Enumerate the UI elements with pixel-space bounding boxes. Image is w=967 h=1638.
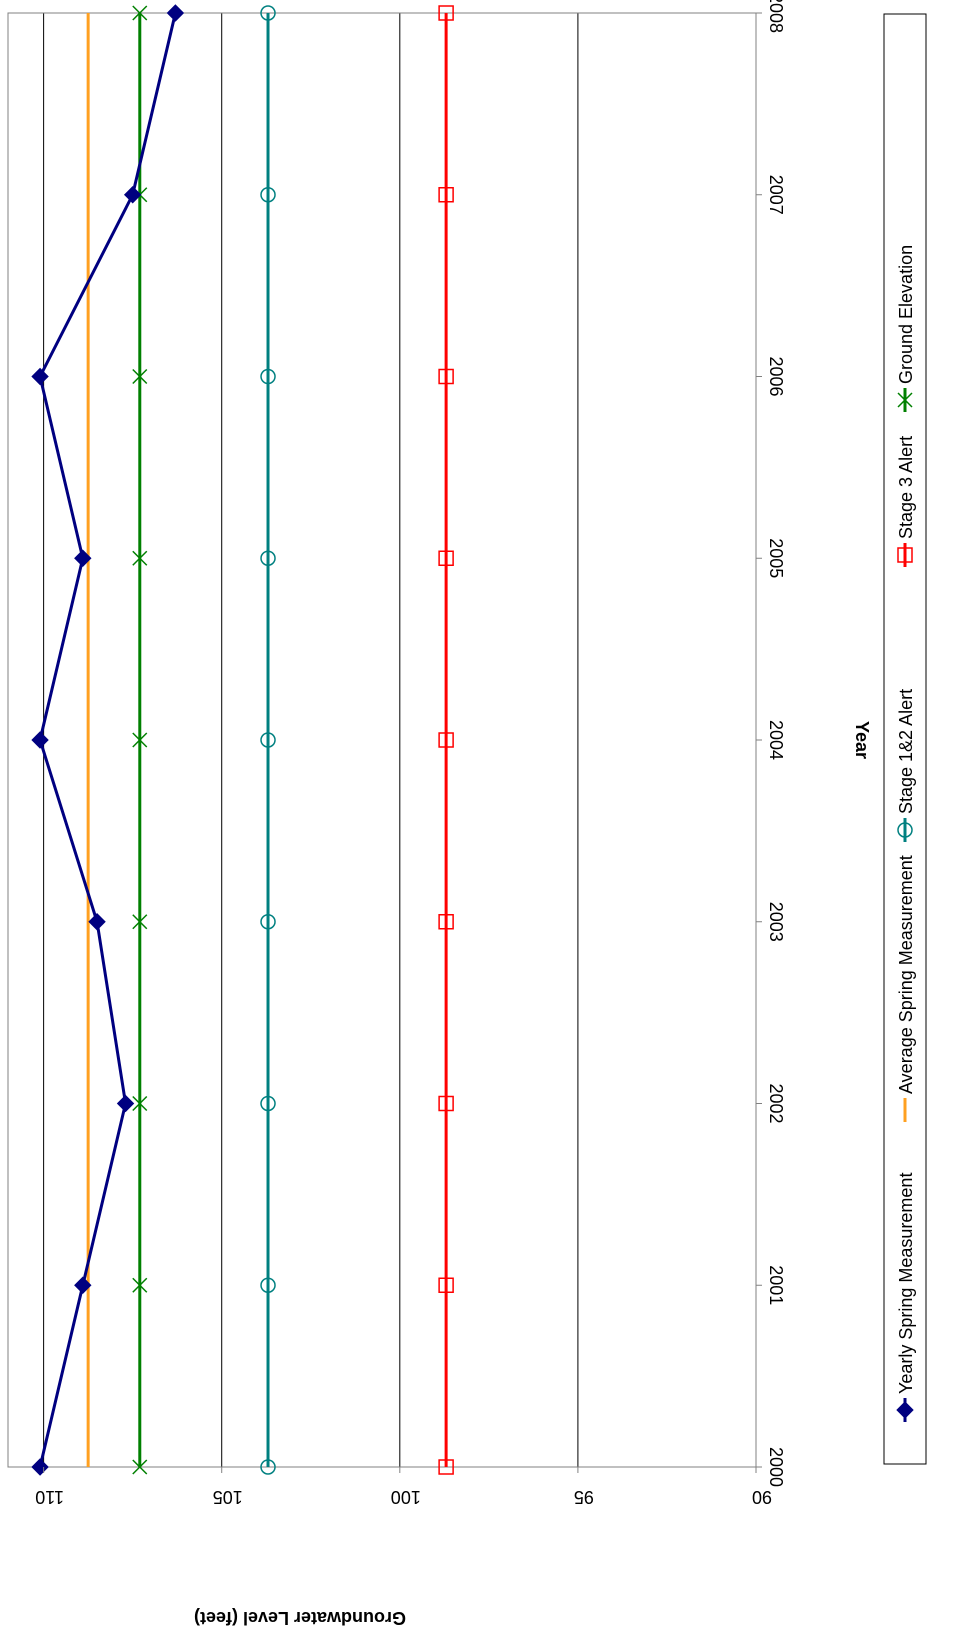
y-tick-label: 90 [752,1487,772,1507]
legend-swatch-marker [897,392,913,408]
legend-label: Average Spring Measurement [896,855,916,1094]
data-point [438,1277,454,1293]
data-point [260,1277,276,1293]
data-point [132,1095,148,1112]
data-point [132,732,148,748]
data-point [438,5,454,21]
legend-entry: Average Spring Measurement [896,855,916,1122]
series-ground-elevation [132,5,148,1475]
legend-label: Yearly Spring Measurement [896,1173,916,1394]
data-point [438,914,454,930]
legend-entry: Yearly Spring Measurement [896,1173,916,1422]
data-point [260,1459,276,1475]
x-tick-label: 2007 [766,175,786,215]
legend-swatch-marker [897,822,913,838]
data-point [116,1094,135,1113]
x-tick-label: 2000 [766,1447,786,1487]
legend-entry: Stage 3 Alert [896,436,916,567]
data-point [260,914,276,930]
x-tick-label: 2008 [766,0,786,33]
data-point [132,368,148,385]
legend-label: Ground Elevation [896,245,916,384]
data-point [31,731,49,749]
x-axis-title: Year [852,721,872,759]
legend-label: Stage 1&2 Alert [896,689,916,814]
data-point [260,5,276,21]
plot-area-frame [7,12,757,1468]
data-point [31,1458,49,1476]
series-line [38,12,177,1468]
data-point [31,367,49,386]
series-stage-3-alert [438,5,454,1475]
legend-box [883,13,927,1465]
data-point [74,1276,92,1294]
legend-swatch-marker [897,547,913,563]
data-point [132,5,148,21]
y-tick-label: 95 [574,1487,594,1507]
legend-swatch-marker [896,1401,914,1419]
y-tick-label: 100 [391,1487,421,1507]
x-tick-label: 2005 [766,538,786,578]
data-point [260,1095,276,1112]
data-point [260,187,276,203]
legend-label: Stage 3 Alert [896,436,916,539]
x-tick-label: 2002 [766,1083,786,1123]
data-point [438,550,454,566]
data-point [132,1277,148,1293]
axis-layer: 90 95 100 105 110 2000 2001 2002 2003 2004 2005 200… [35,0,786,1507]
y-tick-label: 110 [35,1487,64,1507]
data-point [438,368,454,385]
x-tick-label: 2001 [766,1265,786,1305]
legend-entry: Stage 1&2 Alert [896,689,916,842]
y-axis-title: Groundwater Level (feet) [194,1608,406,1628]
data-point [132,550,148,566]
data-point [438,187,454,203]
data-point [123,186,142,204]
x-tick-label: 2004 [766,720,786,760]
legend-entry: Ground Elevation [896,245,916,412]
data-point [260,368,276,385]
grid-lines [43,13,579,1467]
data-point [438,1095,454,1112]
x-tick-label: 2003 [766,902,786,942]
data-point [88,913,106,931]
series-stage-1-2-alert [260,5,276,1475]
data-point [438,1459,454,1475]
x-tick-label: 2006 [766,356,786,396]
series-yearly-spring-measurement [31,4,185,1476]
data-point [132,914,148,930]
legend: Yearly Spring Measurement Average Spring … [896,245,916,1422]
data-point [166,4,185,22]
data-point [438,732,454,748]
series-layer [31,4,454,1476]
y-tick-label: 105 [213,1487,243,1507]
data-point [260,732,276,748]
data-point [132,1459,148,1475]
data-point [260,550,276,566]
data-point [74,549,92,567]
